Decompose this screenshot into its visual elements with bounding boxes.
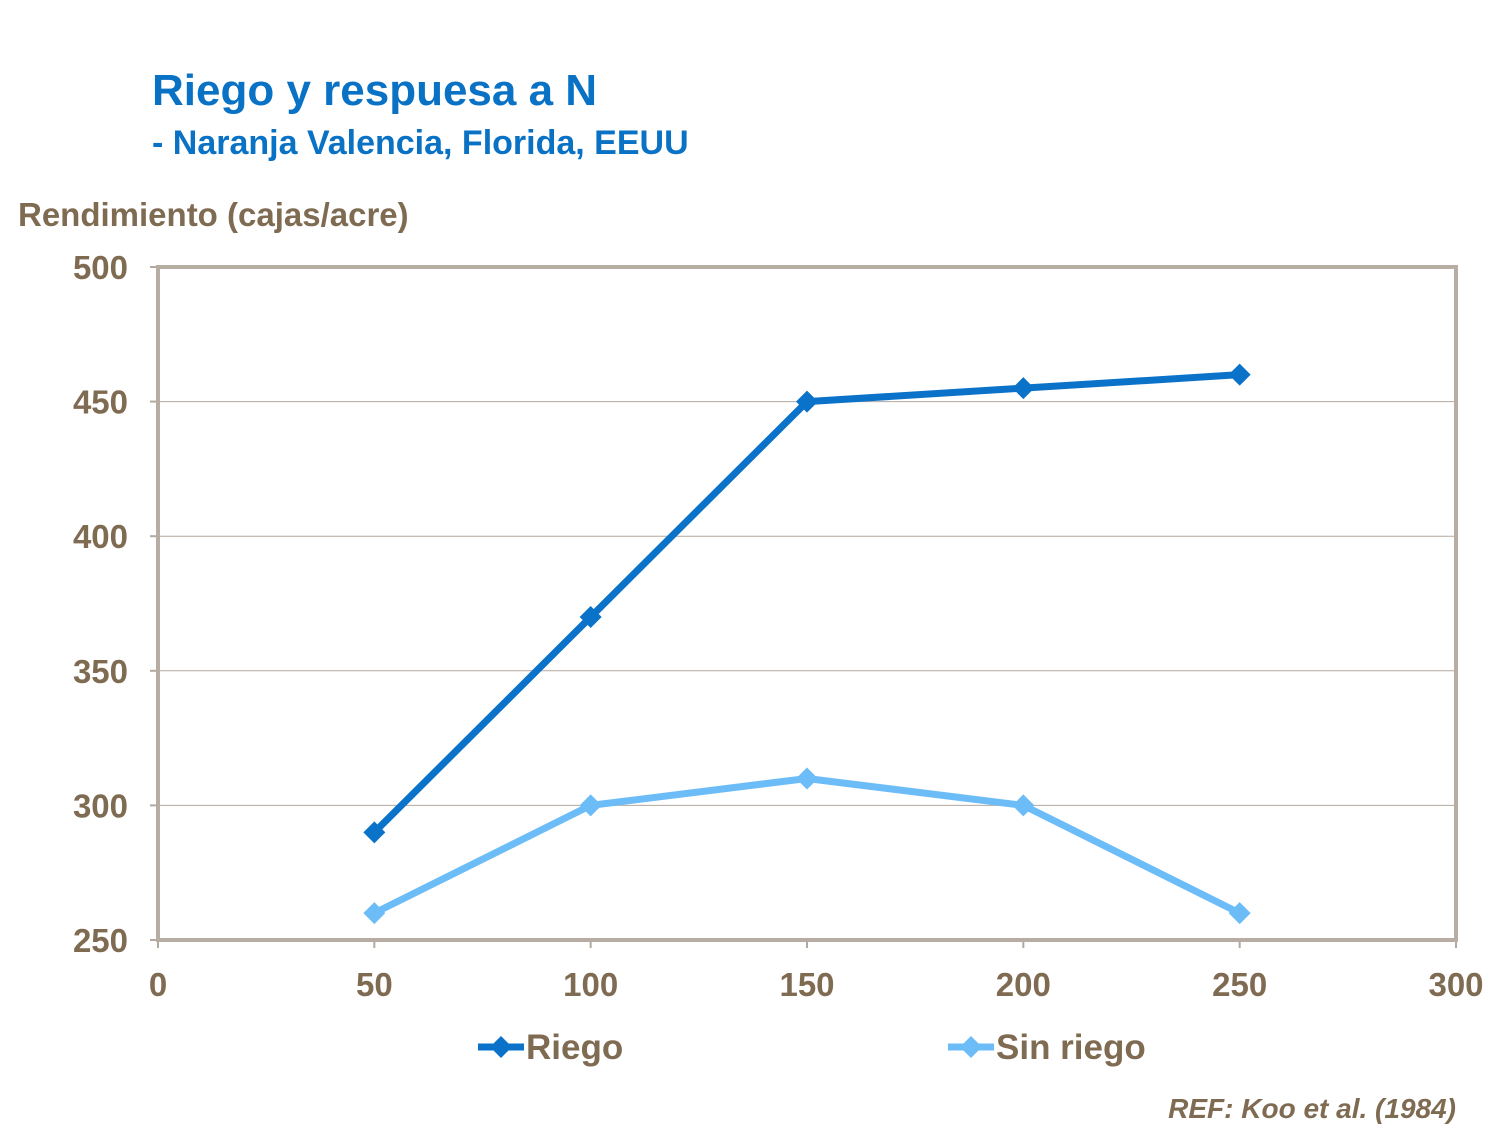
plot-area-frame bbox=[156, 265, 1458, 942]
series-line-sin-riego bbox=[372, 774, 1242, 917]
legend-marker bbox=[960, 1036, 982, 1058]
data-point-marker bbox=[796, 767, 818, 790]
data-point-marker bbox=[579, 794, 602, 817]
x-tick-label: 200 bbox=[996, 966, 1051, 1003]
x-tick-label: 100 bbox=[563, 966, 618, 1003]
chart-subtitle: - Naranja Valencia, Florida, EEUU bbox=[152, 124, 689, 162]
x-tick-label: 50 bbox=[356, 966, 393, 1003]
y-tick-label: 350 bbox=[73, 653, 128, 690]
data-point-marker bbox=[1228, 902, 1251, 925]
x-tick-label: 150 bbox=[779, 966, 834, 1003]
reference-note: REF: Koo et al. (1984) bbox=[1168, 1093, 1456, 1124]
data-point-marker bbox=[363, 821, 386, 844]
data-point-marker bbox=[363, 902, 386, 925]
legend-label: Sin riego bbox=[996, 1028, 1146, 1067]
x-tick-label: 250 bbox=[1212, 966, 1267, 1003]
y-tick-label: 400 bbox=[73, 518, 128, 555]
chart-title: Riego y respuesa a N bbox=[152, 66, 598, 115]
data-point-marker bbox=[1228, 363, 1251, 386]
series-line-riego bbox=[371, 371, 1240, 835]
data-point-marker bbox=[796, 390, 818, 413]
x-tick-label: 0 bbox=[149, 966, 167, 1003]
data-point-marker bbox=[579, 605, 602, 628]
x-tick-label: 300 bbox=[1428, 966, 1483, 1003]
legend-label: Riego bbox=[526, 1028, 623, 1067]
data-point-marker bbox=[1012, 377, 1035, 400]
data-point-marker bbox=[1012, 794, 1035, 817]
y-tick-label: 450 bbox=[73, 384, 128, 421]
y-axis-label: Rendimiento (cajas/acre) bbox=[18, 196, 409, 233]
y-tick-label: 300 bbox=[73, 787, 128, 824]
y-tick-label: 500 bbox=[73, 249, 128, 286]
legend-marker bbox=[490, 1036, 512, 1058]
y-tick-label: 250 bbox=[73, 922, 128, 959]
